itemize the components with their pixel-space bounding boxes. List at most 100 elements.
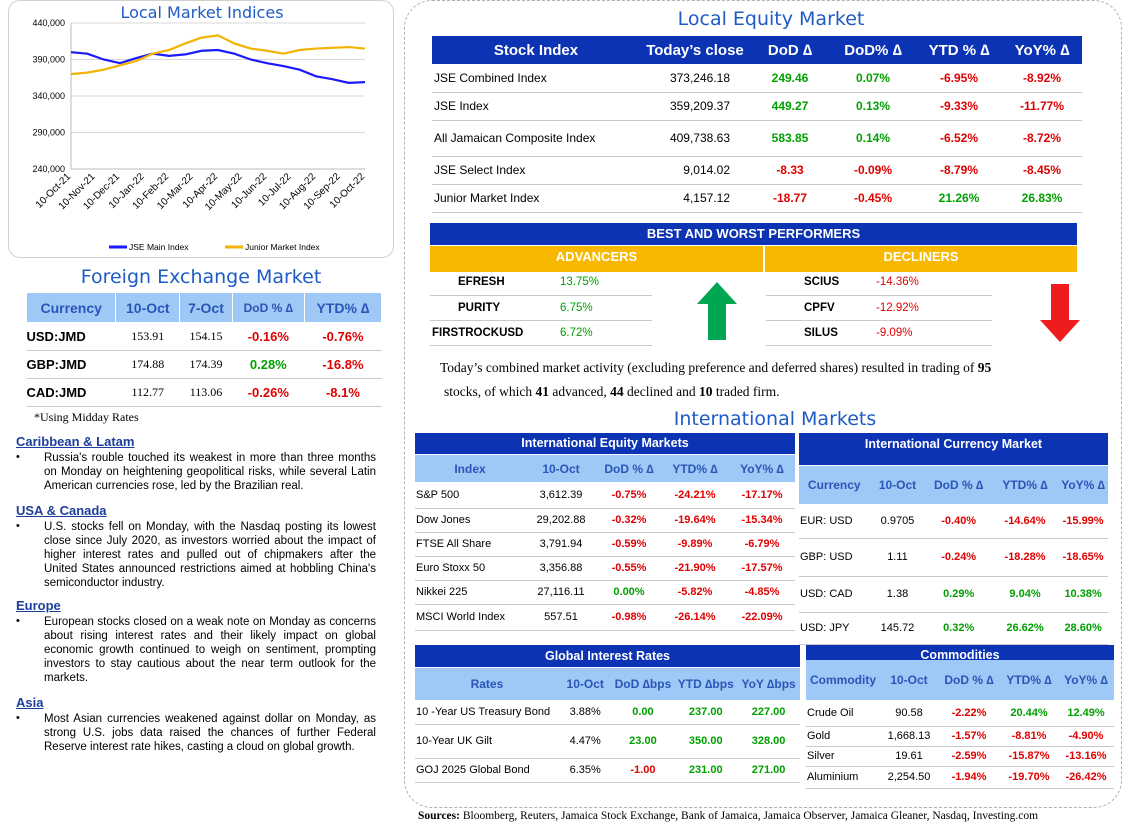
decliner-row: SCIUS -14.36% xyxy=(766,270,992,296)
equity-row: JSE Index 359,209.37 449.27 0.13% -9.33% -11.… xyxy=(432,92,1082,121)
summary-total: 95 xyxy=(977,360,992,375)
rates-name: GOJ 2025 Global Bond xyxy=(415,758,559,783)
equity-dod: 583.85 xyxy=(750,120,830,157)
intl-currency-header: DoD % ∆ xyxy=(933,478,984,492)
intl-equity-ytd: -19.64% xyxy=(661,508,729,533)
commodities-yoy: -26.42% xyxy=(1058,766,1114,789)
intl-currency-row: USD: JPY 145.72 0.32% 26.62% 28.60% xyxy=(799,612,1108,645)
intl-currency-yoy: 28.60% xyxy=(1058,612,1108,645)
fx-title: Foreign Exchange Market xyxy=(80,266,322,288)
intl-equity-header: DoD % ∆ xyxy=(604,461,654,476)
y-tick-label: 390,000 xyxy=(32,55,65,65)
commodities-yoy: -13.16% xyxy=(1058,746,1114,767)
news-text: U.S. stocks fell on Monday, with the Nas… xyxy=(44,521,376,589)
news-block: USA & Canada • U.S. stocks fell on Monday,… xyxy=(16,503,376,590)
bullet-icon: • xyxy=(16,712,20,724)
news-block: Asia • Most Asian currencies weakened agai… xyxy=(16,695,376,754)
intl-equity-yoy: -15.34% xyxy=(729,508,795,533)
intl-currency-ytd: -14.64% xyxy=(991,504,1059,539)
commodities-dod: -2.22% xyxy=(938,700,1000,727)
equity-close: 409,738.63 xyxy=(640,120,750,157)
decliner-ticker: CPFV xyxy=(766,295,876,321)
intl-currency-value: 145.72 xyxy=(869,612,926,645)
intl-currency-header: Currency xyxy=(807,478,861,492)
commodities-value: 1,668.13 xyxy=(880,726,938,747)
fx-pair: USD:JMD xyxy=(26,322,116,351)
commodities-value: 2,254.50 xyxy=(880,766,938,789)
equity-table: Stock Index Today’s close DoD ∆ DoD% ∆ Y… xyxy=(432,36,1082,213)
rates-row: GOJ 2025 Global Bond 6.35% -1.00 231.00 271.… xyxy=(415,758,800,783)
news-heading: Europe xyxy=(16,598,61,613)
sources: Sources: Bloomberg, Reuters, Jamaica Sto… xyxy=(418,810,1138,822)
commodities-title: Commodities xyxy=(806,645,1114,665)
commodities-header: YTD% ∆ xyxy=(1006,673,1052,687)
commodities-name: Gold xyxy=(806,726,880,747)
decliners-table: SCIUS -14.36% CPFV -12.92% SILUS -9.09% xyxy=(766,270,992,346)
intl-currency-dod: -0.40% xyxy=(925,504,992,539)
news-heading: Asia xyxy=(16,695,44,710)
intl-equity-value: 3,356.88 xyxy=(525,556,597,581)
rates-name: 10-Year UK Gilt xyxy=(415,724,559,759)
equity-dod-pct: 0.13% xyxy=(830,92,916,121)
fx-row: CAD:JMD 112.77 113.06 -0.26% -8.1% xyxy=(26,378,382,407)
commodities-row: Gold 1,668.13 -1.57% -8.81% -4.90% xyxy=(806,726,1114,747)
sources-text: Bloomberg, Reuters, Jamaica Stock Exchan… xyxy=(459,810,1039,822)
equity-ytd: -6.52% xyxy=(916,120,1002,157)
intl-equity-yoy: -17.17% xyxy=(729,482,795,509)
news-text: Most Asian currencies weakened against d… xyxy=(44,713,376,753)
commodities-header: DoD % ∆ xyxy=(944,673,994,687)
intl-equity-ytd: -26.14% xyxy=(661,604,729,631)
intl-equity-value: 29,202.88 xyxy=(525,508,597,533)
rates-table: Rates 10-Oct DoD ∆bps YTD ∆bps YoY ∆bps … xyxy=(415,668,800,783)
intl-equity-header: 10-Oct xyxy=(542,461,580,476)
intl-equity-name: Nikkei 225 xyxy=(415,580,525,605)
equity-close: 4,157.12 xyxy=(640,184,750,213)
intl-equity-header: YoY% ∆ xyxy=(740,461,784,476)
equity-row: Junior Market Index 4,157.12 -18.77 -0.45% 2… xyxy=(432,184,1082,213)
commodities-table: Commodity 10-Oct DoD % ∆ YTD% ∆ YoY% ∆ C… xyxy=(806,660,1114,789)
equity-ytd: 21.26% xyxy=(916,184,1002,213)
rates-ytd: 350.00 xyxy=(674,724,738,759)
decliner-pct: -14.36% xyxy=(876,270,992,296)
intl-equity-value: 3,612.39 xyxy=(525,482,597,509)
equity-dod: 249.46 xyxy=(750,64,830,93)
equity-yoy: 26.83% xyxy=(1002,184,1082,213)
intl-equity-ytd: -21.90% xyxy=(661,556,729,581)
news-item: • Most Asian currencies weakened against … xyxy=(16,712,376,754)
down-arrow-icon xyxy=(1040,284,1080,342)
equity-index-name: JSE Combined Index xyxy=(432,64,640,93)
fx-pair: GBP:JMD xyxy=(26,350,116,379)
advancer-pct: 6.72% xyxy=(560,320,652,346)
equity-dod: -18.77 xyxy=(750,184,830,213)
equity-index-name: All Jamaican Composite Index xyxy=(432,120,640,157)
intl-equity-row: S&P 500 3,612.39 -0.75% -24.21% -17.17% xyxy=(415,482,795,509)
rates-header: 10-Oct xyxy=(566,677,604,691)
fx-rate-prev: 113.06 xyxy=(179,378,233,407)
intl-currency-dod: 0.32% xyxy=(925,612,992,645)
intl-currency-value: 1.38 xyxy=(869,576,926,613)
intl-equity-yoy: -6.79% xyxy=(729,532,795,557)
commodities-header: 10-Oct xyxy=(890,673,928,687)
summary-firm: 10 xyxy=(698,384,713,399)
fx-pair: CAD:JMD xyxy=(26,378,116,407)
fx-header: YTD% ∆ xyxy=(303,292,383,323)
fx-header-row: Currency 10-Oct 7-Oct DoD % ∆ YTD% ∆ xyxy=(25,292,383,323)
rates-dod: -1.00 xyxy=(611,758,675,783)
equity-header: Stock Index xyxy=(493,41,579,59)
fx-rate-today: 174.88 xyxy=(115,350,180,379)
advancer-row: FIRSTROCKUSD 6.72% xyxy=(430,320,652,346)
intl-currency-dod: 0.29% xyxy=(925,576,992,613)
rates-yoy: 227.00 xyxy=(737,700,800,725)
line-chart: 440,000390,000340,000290,000240,00010-Oc… xyxy=(32,18,367,252)
advancers-label: ADVANCERS xyxy=(430,246,763,272)
fx-ytd: -0.76% xyxy=(304,322,382,351)
intl-currency-header: 10-Oct xyxy=(878,478,917,492)
intl-equity-row: MSCI World Index 557.51 -0.98% -26.14% -22.0… xyxy=(415,604,795,631)
intl-currency-yoy: -18.65% xyxy=(1058,538,1108,577)
fx-ytd: -16.8% xyxy=(304,350,382,379)
advancer-pct: 13.75% xyxy=(560,270,652,296)
fx-dod: -0.26% xyxy=(232,378,305,407)
sources-label: Sources: xyxy=(418,810,460,822)
commodities-yoy: 12.49% xyxy=(1058,700,1114,727)
equity-dod-pct: 0.07% xyxy=(830,64,916,93)
